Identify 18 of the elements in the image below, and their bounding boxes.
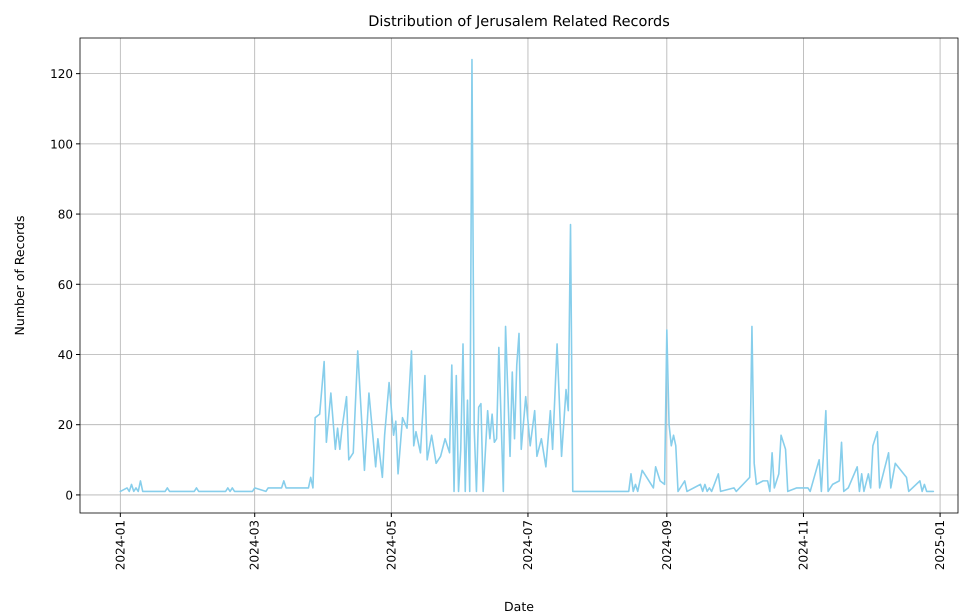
y-tick-label: 60 bbox=[58, 278, 73, 292]
x-tick-label: 2024-03 bbox=[248, 520, 262, 570]
y-tick-label: 0 bbox=[65, 488, 73, 502]
x-tick-label: 2024-01 bbox=[113, 520, 128, 570]
chart-title: Distribution of Jerusalem Related Records bbox=[368, 14, 670, 30]
y-tick-label: 100 bbox=[50, 137, 73, 152]
y-tick-label: 40 bbox=[58, 348, 73, 362]
y-tick-label: 80 bbox=[58, 208, 73, 222]
y-tick-label: 120 bbox=[50, 67, 73, 82]
y-axis-title: Number of Records bbox=[12, 216, 27, 336]
line-series bbox=[120, 58, 934, 492]
x-tick-label: 2024-11 bbox=[796, 520, 810, 570]
x-axis-title: Date bbox=[504, 599, 534, 614]
x-tick-label: 2025-01 bbox=[933, 520, 948, 570]
x-tick-label: 2024-07 bbox=[520, 520, 535, 570]
x-tick-label: 2024-09 bbox=[660, 520, 674, 570]
x-tick-label: 2024-05 bbox=[384, 520, 398, 570]
y-tick-label: 20 bbox=[58, 418, 73, 432]
